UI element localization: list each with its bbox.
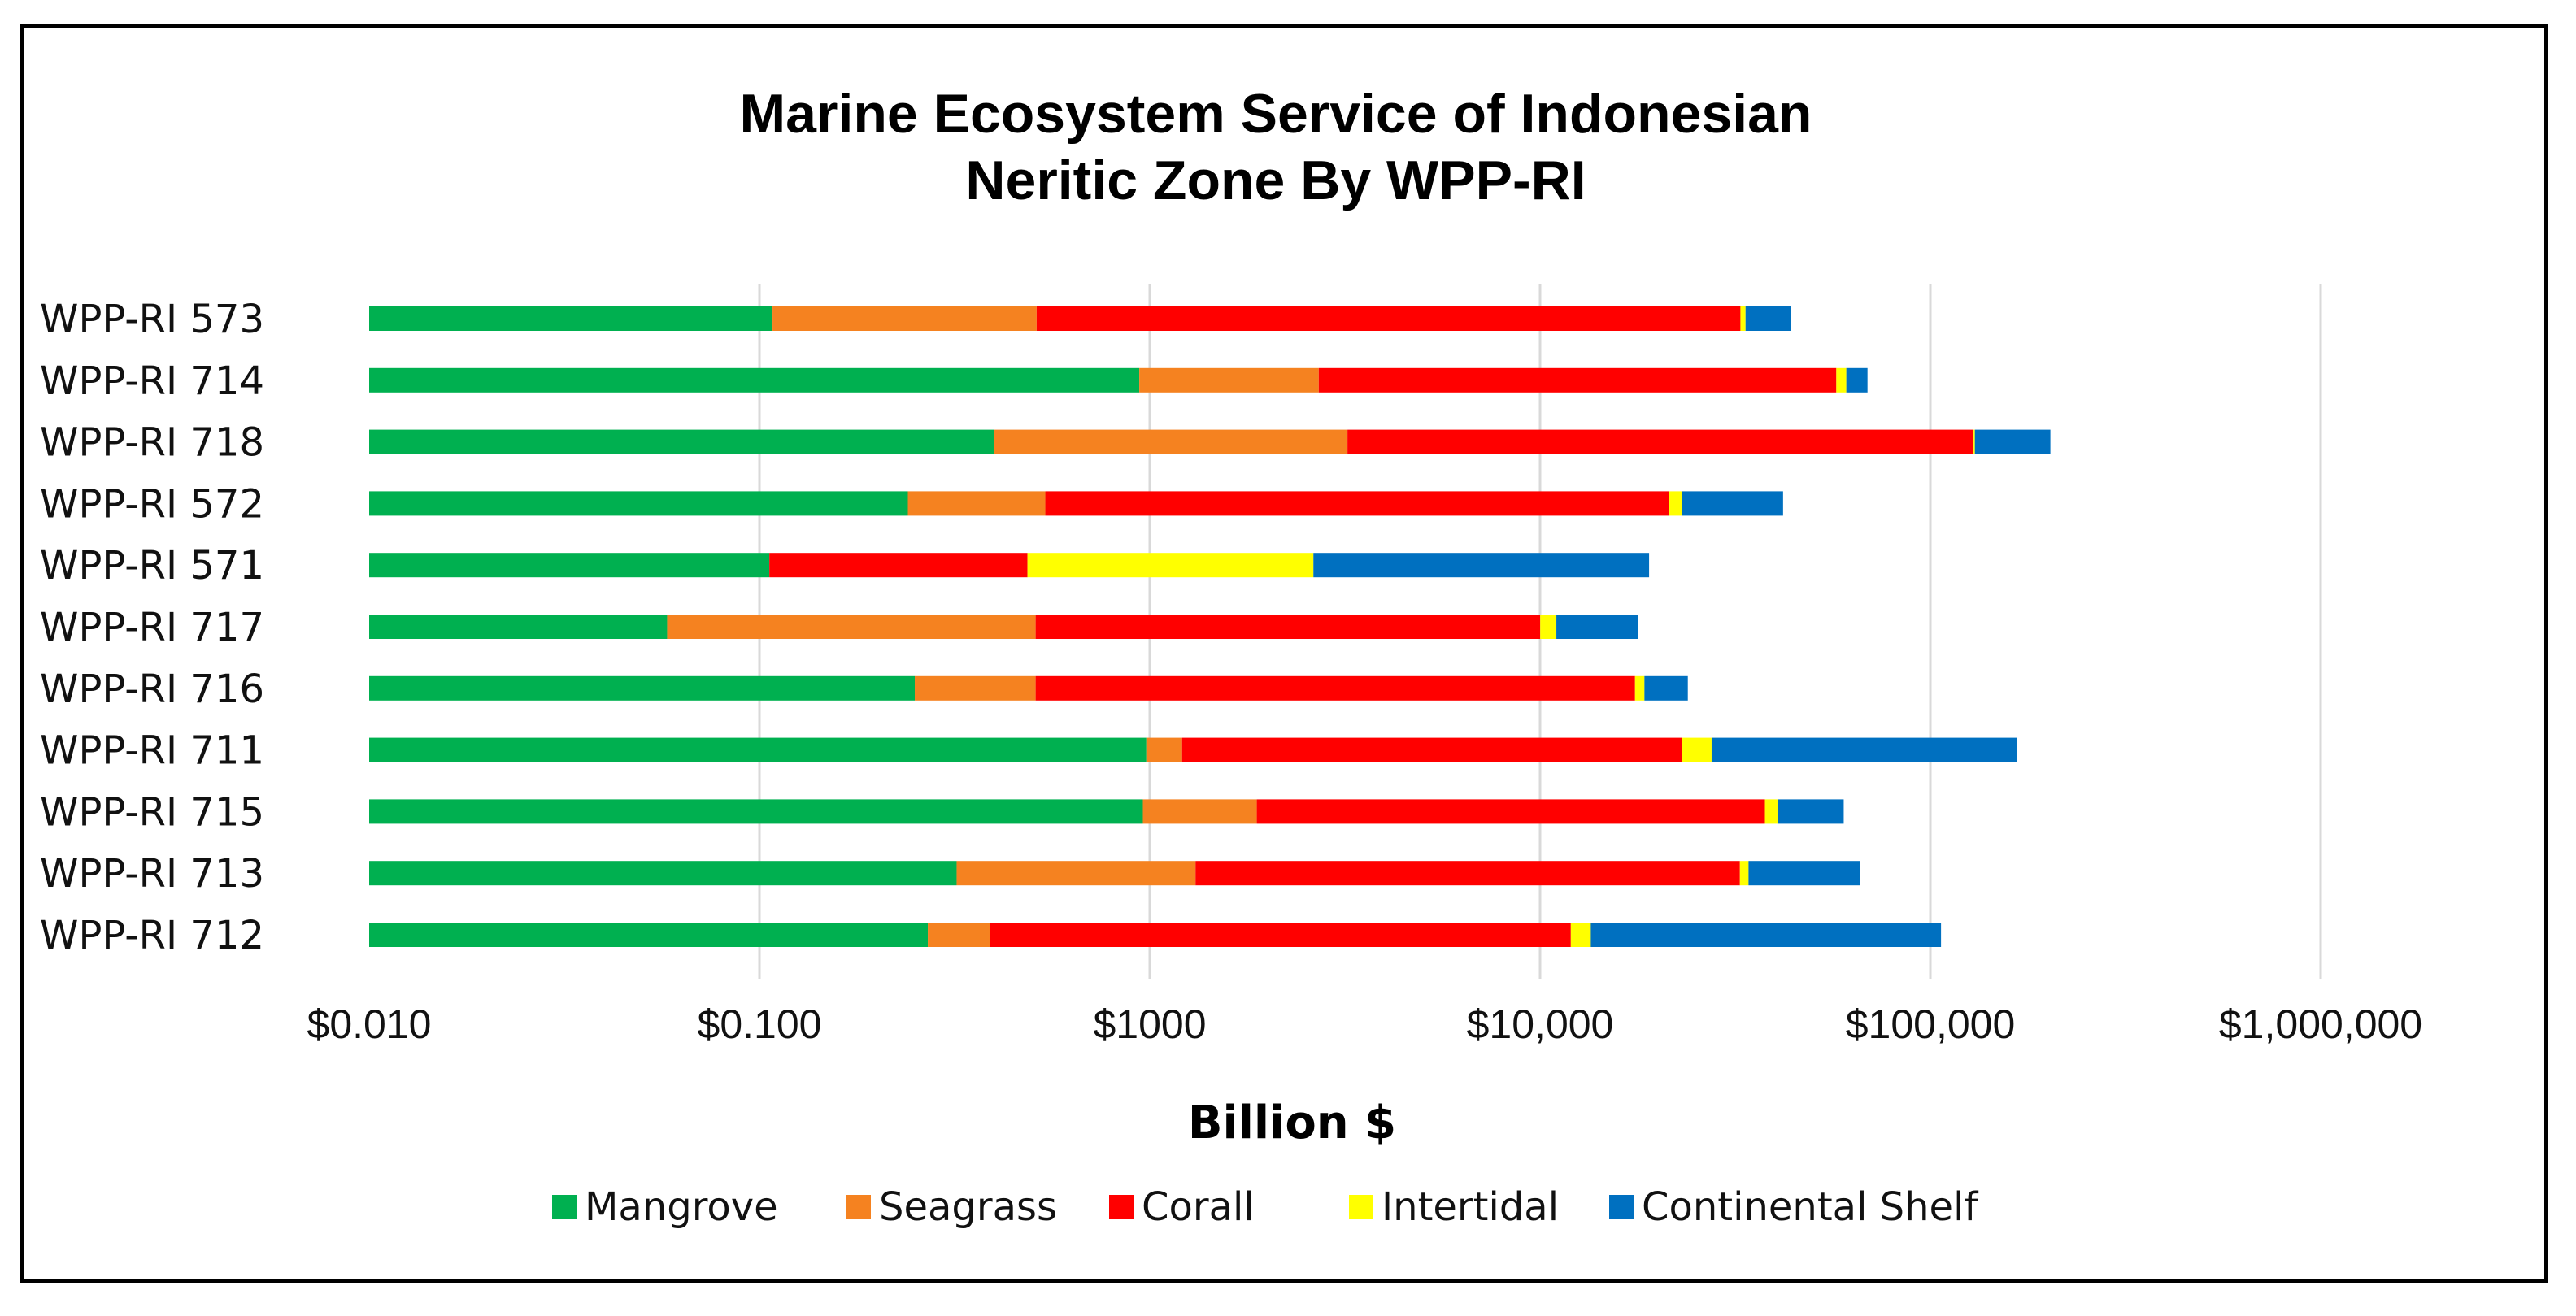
bar-segment [369, 491, 908, 516]
bar-segment [1540, 615, 1557, 639]
bar-segment [1740, 306, 1746, 331]
category-label: WPP-RI 711 [40, 728, 264, 774]
bar-segment [369, 737, 1147, 762]
x-tick-label: $0.010 [307, 1001, 432, 1047]
category-labels: WPP-RI 573 WPP-RI 714 WPP-RI 718 WPP-RI 572… [40, 297, 264, 958]
bar-segment [1139, 367, 1319, 393]
x-tick-label: $1000 [1093, 1001, 1206, 1047]
bar-segment [1836, 367, 1847, 393]
legend-swatch [1109, 1195, 1134, 1219]
legend-label: Mangrove [585, 1184, 778, 1230]
bar-segment [956, 861, 1196, 886]
legend: Mangrove Seagrass Corall Intertidal Continen… [552, 1184, 1978, 1230]
bar-segment [1035, 615, 1541, 639]
bar-segment [369, 615, 668, 639]
bar-segment [667, 615, 1036, 639]
bar-segment [1195, 861, 1740, 886]
bar-segment [772, 306, 1037, 331]
bar-segment [769, 553, 1028, 578]
x-tick-label: $0.100 [698, 1001, 822, 1047]
chart-svg: Marine Ecosystem Service of Indonesian N… [40, 83, 2423, 1230]
bar-segment [907, 491, 1046, 516]
category-label: WPP-RI 571 [40, 543, 264, 589]
bar-segment [1669, 491, 1682, 516]
bar-segment [1974, 429, 2051, 454]
category-label: WPP-RI 713 [40, 851, 264, 897]
bar-segment [1556, 615, 1638, 639]
bars [369, 306, 2051, 947]
chart-frame: Marine Ecosystem Service of Indonesian N… [20, 24, 2548, 1283]
bar-segment [369, 923, 929, 947]
category-label: WPP-RI 572 [40, 481, 264, 527]
bar-segment [1313, 553, 1650, 578]
category-label: WPP-RI 573 [40, 297, 264, 342]
bar-segment [1045, 491, 1669, 516]
bar-segment [369, 367, 1140, 393]
bar-segment [369, 861, 957, 886]
bar-segment [1682, 737, 1712, 762]
x-tick-label: $10,000 [1467, 1001, 1614, 1047]
bar-segment [1634, 675, 1645, 701]
legend-label: Continental Shelf [1642, 1184, 1978, 1230]
bar-segment [1027, 553, 1314, 578]
bar-segment [369, 799, 1143, 824]
chart-title-line-2: Neritic Zone By WPP-RI [965, 150, 1586, 211]
bar-segment [1778, 799, 1844, 824]
bar-segment [1181, 737, 1682, 762]
legend-swatch [1349, 1195, 1373, 1219]
legend-label: Corall [1142, 1184, 1255, 1230]
bar-segment [1764, 799, 1778, 824]
bar-segment [1036, 306, 1741, 331]
bar-segment [1347, 429, 1974, 454]
category-label: WPP-RI 714 [40, 358, 264, 404]
category-label: WPP-RI 717 [40, 605, 264, 650]
bar-segment [1711, 737, 2017, 762]
bar-segment [994, 429, 1348, 454]
bar-segment [1570, 923, 1591, 947]
bar-segment [990, 923, 1571, 947]
bar-segment [928, 923, 990, 947]
bar-segment [1846, 367, 1868, 393]
legend-swatch [1609, 1195, 1634, 1219]
x-axis-title: Billion $ [1188, 1097, 1396, 1149]
bar-segment [1973, 429, 1975, 454]
bar-segment [1748, 861, 1860, 886]
x-tick-label: $100,000 [1846, 1001, 2016, 1047]
bar-segment [1745, 306, 1791, 331]
legend-label: Seagrass [879, 1184, 1057, 1230]
x-tick-label: $1,000,000 [2219, 1001, 2422, 1047]
bar-segment [915, 675, 1036, 701]
bar-segment [369, 675, 916, 701]
bar-segment [369, 306, 773, 331]
legend-swatch [846, 1195, 871, 1219]
bar-segment [1035, 675, 1635, 701]
category-label: WPP-RI 716 [40, 667, 264, 712]
bar-segment [1590, 923, 1942, 947]
chart-title-line-1: Marine Ecosystem Service of Indonesian [740, 83, 1812, 145]
category-label: WPP-RI 712 [40, 913, 264, 958]
bar-segment [369, 429, 994, 454]
bar-segment [369, 553, 770, 578]
category-label: WPP-RI 718 [40, 420, 264, 466]
bar-segment [1256, 799, 1765, 824]
x-tick-labels: $0.010 $0.100 $1000 $10,000 $100,000 $1,000,0… [307, 1001, 2423, 1047]
bar-segment [1146, 737, 1182, 762]
bar-segment [1739, 861, 1749, 886]
legend-label: Intertidal [1382, 1184, 1559, 1230]
bar-segment [1142, 799, 1257, 824]
legend-swatch [552, 1195, 577, 1219]
bar-segment [1681, 491, 1783, 516]
bar-segment [1318, 367, 1837, 393]
bar-segment [1644, 675, 1688, 701]
category-label: WPP-RI 715 [40, 789, 264, 835]
